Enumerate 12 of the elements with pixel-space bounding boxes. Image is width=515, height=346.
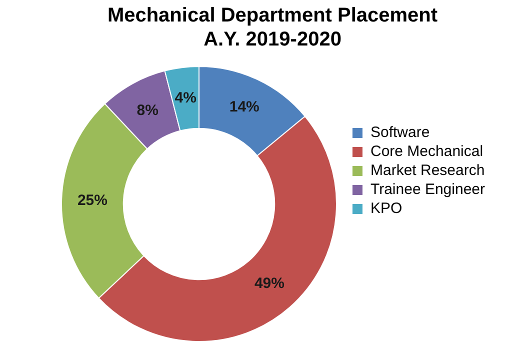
legend-label: Core Mechanical: [370, 143, 484, 160]
data-label: 8%: [136, 102, 158, 119]
data-label: 49%: [254, 275, 284, 292]
legend-label: Market Research: [370, 162, 485, 180]
data-label: 4%: [174, 89, 196, 106]
data-label: 25%: [77, 192, 108, 209]
data-label: 14%: [229, 98, 260, 116]
legend-label: Software: [370, 124, 430, 142]
legend-label: Trainee Engineer: [370, 181, 486, 198]
chart-title: Mechanical Department Placement: [107, 4, 438, 27]
chart-subtitle: A.Y. 2019-2020: [204, 28, 342, 51]
legend-label: KPO: [370, 200, 402, 218]
